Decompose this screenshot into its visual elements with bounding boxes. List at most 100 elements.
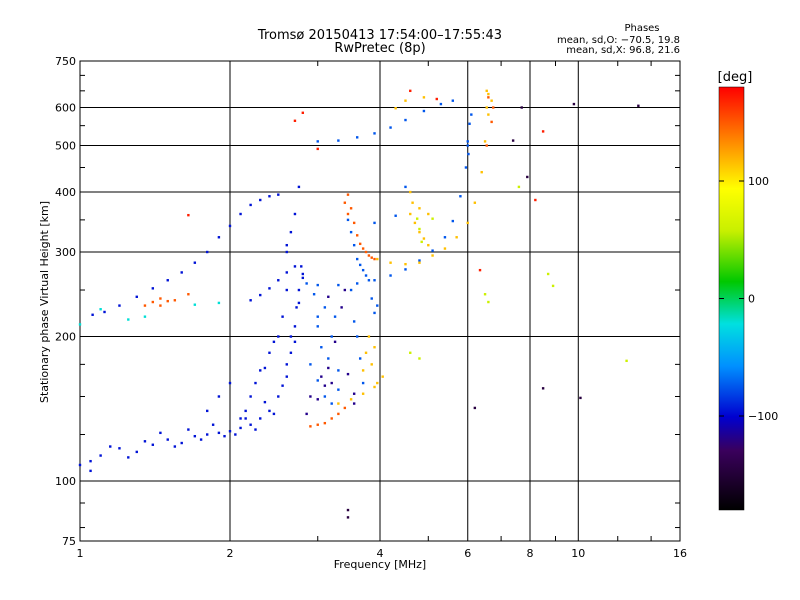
- data-point: [367, 335, 371, 338]
- data-point: [187, 293, 190, 296]
- data-point: [418, 207, 421, 210]
- data-point: [297, 288, 301, 292]
- data-point: [89, 469, 92, 473]
- y-tick-label: 200: [55, 331, 76, 344]
- data-point: [409, 190, 412, 194]
- data-point: [337, 283, 340, 287]
- data-point: [551, 284, 555, 288]
- data-point: [468, 122, 471, 125]
- data-point: [367, 279, 371, 282]
- data-point: [301, 272, 305, 276]
- data-point: [151, 287, 155, 290]
- data-point: [99, 308, 102, 311]
- data-point: [327, 357, 330, 360]
- data-point: [487, 113, 490, 116]
- y-axis-label: Stationary phase Virtual Height [km]: [38, 201, 51, 403]
- data-point: [381, 375, 384, 378]
- data-point: [323, 306, 327, 309]
- data-point: [239, 417, 242, 420]
- data-point: [228, 430, 232, 433]
- data-point: [389, 274, 392, 277]
- data-point: [187, 428, 190, 431]
- data-point: [473, 406, 477, 410]
- data-point: [193, 261, 197, 264]
- data-point: [431, 249, 434, 252]
- data-point: [259, 198, 262, 202]
- data-point: [364, 351, 368, 354]
- data-point: [361, 392, 365, 395]
- data-point: [517, 185, 521, 189]
- data-point: [228, 381, 232, 385]
- data-point: [330, 381, 333, 385]
- data-point: [373, 279, 376, 282]
- data-point: [254, 381, 257, 385]
- data-point: [285, 363, 288, 366]
- data-point: [487, 92, 490, 96]
- data-point: [277, 279, 280, 282]
- data-point: [346, 218, 350, 222]
- data-point: [244, 417, 247, 420]
- data-point: [91, 313, 94, 316]
- data-point: [249, 423, 252, 426]
- data-point: [127, 318, 130, 321]
- data-point: [285, 250, 288, 254]
- data-point: [526, 175, 529, 179]
- data-point: [193, 303, 197, 306]
- data-point: [268, 195, 271, 198]
- data-point: [205, 409, 209, 413]
- data-point: [272, 412, 276, 416]
- data-point: [492, 106, 495, 109]
- data-point: [361, 268, 365, 272]
- data-point: [118, 304, 121, 307]
- data-point: [470, 113, 473, 116]
- y-tick-label: 300: [55, 246, 76, 259]
- data-point: [483, 140, 487, 143]
- data-point: [327, 366, 330, 370]
- data-point: [404, 262, 407, 266]
- data-point: [352, 221, 356, 225]
- data-point: [211, 423, 215, 426]
- data-point: [389, 126, 392, 129]
- data-point: [228, 224, 232, 228]
- data-point: [346, 372, 350, 376]
- data-point: [355, 335, 359, 338]
- data-point: [520, 106, 523, 109]
- data-point: [373, 311, 376, 315]
- data-point: [305, 282, 308, 285]
- data-point: [333, 340, 337, 344]
- data-point: [439, 102, 443, 106]
- data-point: [394, 107, 397, 110]
- data-point: [431, 254, 434, 257]
- data-point: [295, 306, 298, 309]
- data-point: [376, 257, 379, 261]
- data-point: [333, 315, 337, 318]
- data-point: [99, 454, 102, 457]
- data-point: [364, 250, 368, 254]
- data-point: [431, 217, 434, 220]
- data-point: [234, 433, 237, 436]
- data-point: [473, 201, 477, 204]
- data-point: [127, 456, 130, 459]
- data-point: [187, 213, 190, 217]
- data-point: [361, 369, 365, 372]
- data-point: [572, 102, 576, 106]
- x-tick-label: 10: [571, 547, 585, 560]
- data-point: [409, 351, 412, 354]
- data-point: [118, 447, 121, 450]
- data-point: [297, 301, 301, 305]
- data-point: [305, 412, 308, 416]
- x-tick-label: 2: [227, 547, 234, 560]
- data-point: [370, 256, 373, 259]
- data-point: [330, 417, 333, 420]
- grid: [80, 61, 680, 541]
- data-point: [625, 359, 628, 363]
- data-point: [312, 293, 316, 296]
- data-point: [330, 335, 333, 338]
- x-tick-label: 16: [673, 547, 687, 560]
- data-point: [217, 395, 221, 398]
- data-point: [435, 97, 438, 101]
- data-point: [78, 323, 82, 326]
- data-point: [409, 212, 412, 216]
- data-point: [293, 119, 297, 122]
